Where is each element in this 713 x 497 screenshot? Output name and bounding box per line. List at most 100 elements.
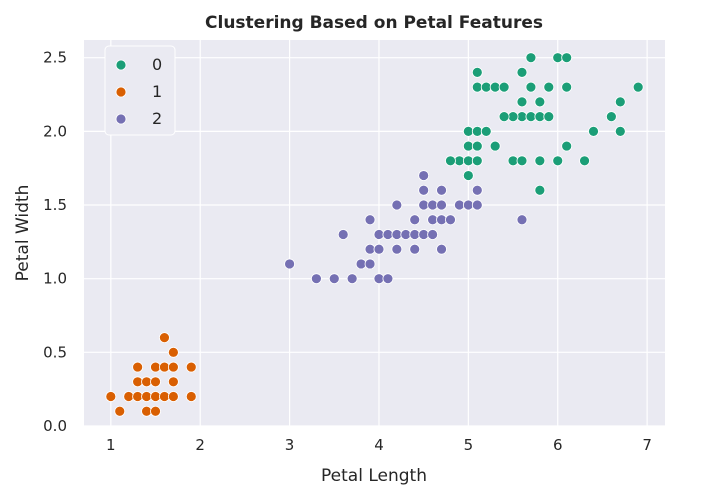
data-point-series-0 (552, 155, 564, 167)
data-point-series-0 (498, 81, 510, 93)
data-point-series-2 (391, 199, 403, 211)
legend-label-2: 2 (152, 109, 162, 128)
x-tick-label: 6 (553, 436, 563, 454)
legend-label-0: 0 (152, 55, 162, 74)
data-point-series-0 (507, 155, 519, 167)
data-point-series-2 (436, 184, 447, 196)
data-point-series-0 (632, 81, 644, 93)
data-point-series-0 (480, 125, 492, 137)
data-point-series-2 (364, 214, 376, 226)
legend-marker-1 (115, 86, 127, 98)
data-point-series-0 (516, 96, 528, 108)
x-tick-label: 4 (374, 436, 384, 454)
data-point-series-0 (462, 140, 474, 152)
data-point-series-1 (132, 361, 144, 373)
data-point-series-2 (427, 229, 439, 240)
data-point-series-0 (471, 140, 483, 152)
data-point-series-2 (418, 184, 430, 196)
data-point-series-1 (167, 361, 179, 373)
data-point-series-2 (373, 243, 385, 255)
data-point-series-0 (561, 140, 573, 152)
data-point-series-1 (185, 391, 197, 402)
data-point-series-0 (471, 125, 483, 137)
data-point-series-1 (132, 376, 144, 388)
y-axis-ticks: 0.0 0.5 1.0 1.5 2.0 2.5 (43, 49, 67, 435)
data-point-series-2 (427, 214, 439, 226)
legend: 0 1 2 (104, 45, 176, 136)
data-point-series-2 (445, 214, 456, 226)
x-axis-ticks: 1 2 3 4 5 6 7 (106, 436, 652, 454)
data-point-series-1 (114, 405, 126, 417)
data-point-series-2 (436, 243, 447, 255)
data-point-series-0 (525, 81, 537, 93)
data-point-series-0 (480, 81, 492, 93)
data-point-series-1 (150, 361, 161, 373)
data-point-series-0 (534, 111, 546, 123)
data-point-series-2 (373, 229, 385, 240)
data-point-series-1 (132, 391, 144, 402)
data-points (105, 52, 644, 417)
data-point-series-2 (382, 273, 394, 285)
legend-marker-2 (115, 113, 127, 125)
data-point-series-0 (561, 81, 573, 93)
data-point-series-0 (489, 81, 501, 93)
data-point-series-0 (462, 155, 474, 167)
data-point-series-1 (159, 391, 170, 402)
data-point-series-1 (167, 346, 179, 358)
data-point-series-0 (588, 125, 599, 137)
data-point-series-2 (364, 258, 376, 270)
data-point-series-1 (159, 361, 170, 373)
data-point-series-2 (310, 273, 322, 285)
y-tick-label: 0.0 (43, 417, 67, 435)
chart-title: Clustering Based on Petal Features (205, 13, 543, 33)
data-point-series-2 (409, 229, 421, 240)
data-point-series-0 (525, 111, 537, 123)
x-tick-label: 3 (285, 436, 295, 454)
data-point-series-2 (462, 199, 474, 211)
data-point-series-0 (471, 67, 483, 78)
data-point-series-2 (418, 170, 430, 181)
y-tick-label: 2.0 (43, 122, 67, 140)
data-point-series-0 (552, 52, 564, 64)
data-point-series-2 (337, 229, 349, 240)
data-point-series-2 (409, 214, 421, 226)
data-point-series-1 (150, 405, 161, 417)
data-point-series-0 (516, 155, 528, 167)
data-point-series-1 (167, 376, 179, 388)
data-point-series-0 (454, 155, 465, 167)
data-point-series-0 (489, 140, 501, 152)
data-point-series-1 (141, 405, 152, 417)
data-point-series-1 (150, 376, 161, 388)
legend-box (104, 45, 176, 136)
data-point-series-0 (579, 155, 590, 167)
data-point-series-0 (605, 111, 617, 123)
data-point-series-2 (400, 229, 412, 240)
data-point-series-2 (346, 273, 358, 285)
y-axis-label: Petal Width (13, 185, 33, 282)
data-point-series-0 (543, 81, 555, 93)
y-tick-label: 0.5 (43, 343, 67, 361)
data-point-series-0 (471, 81, 483, 93)
y-tick-label: 1.5 (43, 196, 67, 214)
data-point-series-0 (462, 170, 474, 181)
data-point-series-2 (284, 258, 295, 270)
data-point-series-0 (462, 125, 474, 137)
data-point-series-2 (391, 229, 403, 240)
data-point-series-1 (185, 361, 197, 373)
data-point-series-2 (355, 258, 367, 270)
y-tick-label: 1.0 (43, 270, 67, 288)
data-point-series-0 (614, 96, 626, 108)
data-point-series-0 (507, 111, 519, 123)
data-point-series-1 (105, 391, 117, 402)
x-tick-label: 2 (195, 436, 205, 454)
data-point-series-0 (534, 155, 546, 167)
data-point-series-2 (418, 199, 430, 211)
x-axis-label: Petal Length (321, 466, 427, 486)
data-point-series-2 (391, 243, 403, 255)
y-tick-label: 2.5 (43, 49, 67, 67)
data-point-series-2 (328, 273, 340, 285)
x-tick-label: 5 (464, 436, 474, 454)
data-point-series-0 (543, 111, 555, 123)
data-point-series-2 (364, 243, 376, 255)
